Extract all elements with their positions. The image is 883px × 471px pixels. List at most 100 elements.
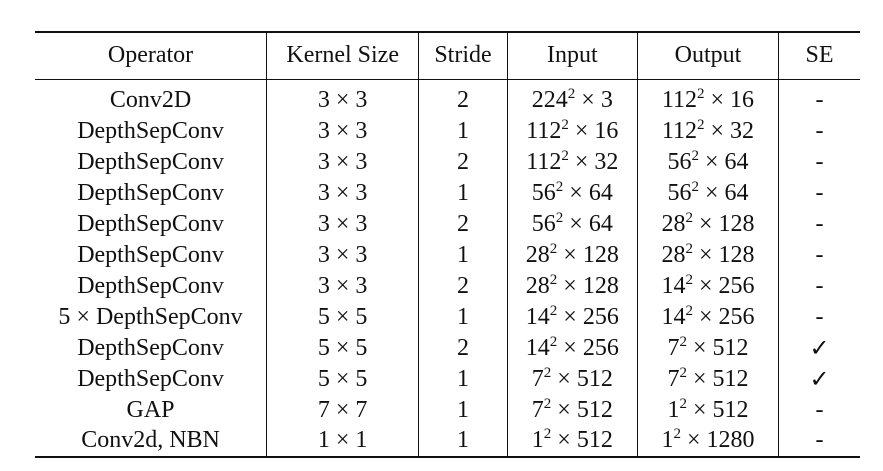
cell-output-exponent: 2 <box>697 86 705 103</box>
cell-se: ✓ <box>809 336 830 362</box>
cell-output-base: 1 <box>667 397 680 423</box>
table-row: DepthSepConv 3 × 3 1 562 × 64 562 × 64- <box>35 178 860 209</box>
cell-input-base: 56 <box>531 180 556 206</box>
table-row: DepthSepConv 3 × 3 2 282 × 128 142 × 256- <box>35 271 860 302</box>
cell-input-channels: × 128 <box>557 273 619 299</box>
cell-input-exponent: 2 <box>549 303 558 319</box>
header-operator: Operator <box>35 31 268 80</box>
cell-output-exponent: 2 <box>679 334 687 350</box>
cell-stride: 1 <box>418 240 508 271</box>
table-body: Conv2D 3 × 3 2 2242 × 3 1122 × 16- DepthSepCo… <box>35 79 860 458</box>
cell-output-channels: × 512 <box>686 397 749 423</box>
cell-output-channels: × 128 <box>692 211 755 237</box>
cell-output-channels: × 64 <box>698 149 749 175</box>
cell-output: 282 × 128 <box>637 240 780 271</box>
table-row: DepthSepConv 5 × 5 2 142 × 256 72 × 512 ✓ <box>35 333 860 364</box>
cell-input-channels: × 32 <box>568 149 619 175</box>
cell-operator: DepthSepConv <box>35 333 268 364</box>
cell-kernel-size: 3 × 3 <box>266 209 420 240</box>
table-row: 5 × DepthSepConv 5 × 5 1 142 × 256 142 × 256… <box>35 302 860 333</box>
cell-stride: 1 <box>418 395 508 426</box>
cell-se: - <box>778 426 860 458</box>
cell-output-base: 1 <box>661 426 674 453</box>
cell-output-base: 56 <box>667 149 692 175</box>
cell-stride: 2 <box>418 209 508 240</box>
cell-stride: 2 <box>418 147 508 178</box>
cell-input-channels: × 512 <box>551 397 613 423</box>
cell-input-base: 7 <box>531 366 544 392</box>
cell-input-exponent: 2 <box>567 86 576 103</box>
cell-output-exponent: 2 <box>697 117 705 133</box>
cell-output-channels: × 32 <box>704 118 755 144</box>
cell-stride: 1 <box>418 302 508 333</box>
cell-input-channels: × 3 <box>575 87 613 114</box>
cell-input-exponent: 2 <box>555 179 564 195</box>
cell-output: 72 × 512 <box>637 364 780 395</box>
cell-se: - <box>815 211 824 237</box>
cell-operator: Conv2D <box>35 79 268 116</box>
cell-output: 142 × 256 <box>637 271 780 302</box>
cell-input: 1122 × 32 <box>507 147 638 178</box>
cell-input-channels: × 256 <box>557 304 619 330</box>
cell-se: - <box>815 273 824 299</box>
cell-output-base: 7 <box>667 366 680 392</box>
cell-output: 72 × 512 <box>637 333 780 364</box>
cell-input-exponent: 2 <box>555 210 564 226</box>
cell-kernel-size: 3 × 3 <box>266 271 420 302</box>
cell-se: - <box>815 149 824 175</box>
cell-kernel-size: 5 × 5 <box>266 302 420 333</box>
cell-output: 562 × 64 <box>637 178 780 209</box>
cell-se: - <box>815 180 824 206</box>
cell-operator: DepthSepConv <box>35 178 268 209</box>
header-output: Output <box>637 31 780 80</box>
cell-output-channels: × 128 <box>692 242 755 268</box>
cell-stride: 2 <box>418 79 508 116</box>
cell-input-channels: × 256 <box>557 335 619 361</box>
cell-operator: Conv2d, NBN <box>35 426 268 458</box>
cell-input-exponent: 2 <box>543 396 552 412</box>
cell-output-base: 7 <box>667 335 680 361</box>
cell-output-exponent: 2 <box>679 396 687 412</box>
cell-kernel-size: 7 × 7 <box>266 395 420 426</box>
cell-input: 282 × 128 <box>507 240 638 271</box>
cell-input: 142 × 256 <box>507 333 638 364</box>
table-row: DepthSepConv 5 × 5 1 72 × 512 72 × 512 ✓ <box>35 364 860 395</box>
cell-se: - <box>815 304 824 330</box>
cell-output-channels: × 16 <box>704 87 755 114</box>
cell-output-channels: × 512 <box>686 335 749 361</box>
cell-input-base: 56 <box>531 211 556 237</box>
cell-output-channels: × 1280 <box>680 426 755 453</box>
table-row: Conv2D 3 × 3 2 2242 × 3 1122 × 16- <box>35 79 860 116</box>
cell-input-base: 28 <box>525 242 550 268</box>
cell-output-channels: × 256 <box>692 304 755 330</box>
cell-input-base: 112 <box>526 118 562 144</box>
cell-input: 12 × 512 <box>507 426 638 458</box>
cell-output: 142 × 256 <box>637 302 780 333</box>
cell-input-exponent: 2 <box>561 117 569 133</box>
cell-input-base: 112 <box>526 149 562 175</box>
cell-output-exponent: 2 <box>685 210 693 226</box>
cell-stride: 2 <box>418 333 508 364</box>
cell-output-exponent: 2 <box>691 179 699 195</box>
cell-input: 142 × 256 <box>507 302 638 333</box>
cell-stride: 1 <box>418 178 508 209</box>
cell-output: 282 × 128 <box>637 209 780 240</box>
table-row: DepthSepConv 3 × 3 1 282 × 128 282 × 128- <box>35 240 860 271</box>
cell-kernel-size: 3 × 3 <box>266 147 420 178</box>
cell-operator: DepthSepConv <box>35 209 268 240</box>
cell-kernel-size: 5 × 5 <box>266 333 420 364</box>
cell-output: 1122 × 32 <box>637 116 780 147</box>
cell-input: 72 × 512 <box>507 364 638 395</box>
cell-kernel-size: 1 × 1 <box>266 426 420 458</box>
header-stride: Stride <box>418 31 508 80</box>
cell-output-base: 28 <box>661 242 686 268</box>
cell-output-exponent: 2 <box>685 272 693 288</box>
cell-operator: DepthSepConv <box>35 271 268 302</box>
cell-output: 562 × 64 <box>637 147 780 178</box>
cell-kernel-size: 3 × 3 <box>266 240 420 271</box>
cell-se: - <box>815 87 824 114</box>
cell-output-exponent: 2 <box>679 365 687 381</box>
table-row: DepthSepConv 3 × 3 2 562 × 64 282 × 128- <box>35 209 860 240</box>
cell-se: - <box>815 397 824 423</box>
architecture-table: Operator Kernel Size Stride Input Output… <box>35 31 860 458</box>
